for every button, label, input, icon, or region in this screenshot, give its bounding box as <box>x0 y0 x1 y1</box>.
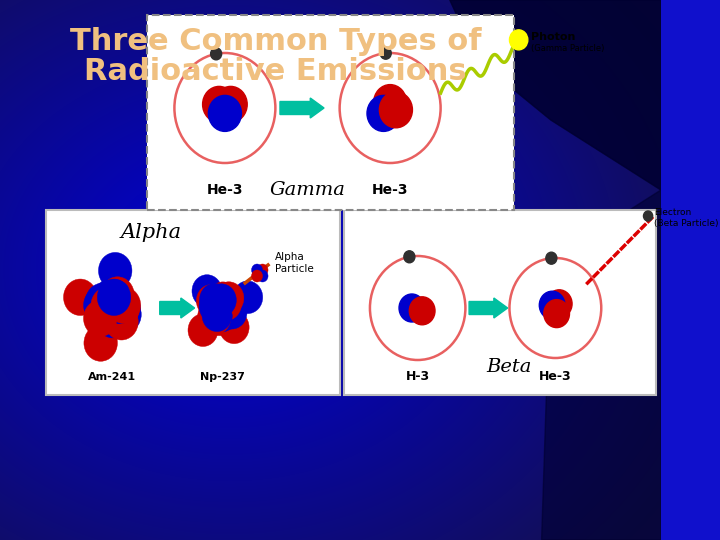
Circle shape <box>204 303 235 336</box>
Circle shape <box>199 290 229 322</box>
Circle shape <box>84 300 117 336</box>
Text: He-3: He-3 <box>372 183 408 197</box>
Circle shape <box>197 285 226 317</box>
Circle shape <box>214 282 244 314</box>
FancyArrow shape <box>280 98 324 118</box>
Circle shape <box>374 85 407 120</box>
Polygon shape <box>541 190 661 540</box>
Circle shape <box>208 96 241 131</box>
Circle shape <box>104 303 138 340</box>
Circle shape <box>546 252 557 264</box>
Circle shape <box>217 296 247 329</box>
Circle shape <box>102 285 135 321</box>
Text: He-3: He-3 <box>207 183 243 197</box>
Circle shape <box>202 300 233 333</box>
Circle shape <box>107 287 140 323</box>
Text: Electron
(Beta Particle): Electron (Beta Particle) <box>654 208 719 228</box>
Text: Photon: Photon <box>531 32 575 42</box>
Circle shape <box>91 287 125 323</box>
Circle shape <box>92 280 126 316</box>
Circle shape <box>251 270 263 282</box>
Circle shape <box>102 294 135 330</box>
Circle shape <box>99 284 133 320</box>
Circle shape <box>199 287 229 320</box>
Text: Am-241: Am-241 <box>88 372 136 382</box>
Circle shape <box>96 301 130 338</box>
Circle shape <box>108 296 141 333</box>
Text: Alpha
Particle: Alpha Particle <box>275 252 314 274</box>
Circle shape <box>84 325 117 361</box>
Text: Gamma: Gamma <box>269 181 346 199</box>
Circle shape <box>409 297 435 325</box>
Circle shape <box>202 86 235 123</box>
Circle shape <box>201 301 231 334</box>
Circle shape <box>539 291 565 319</box>
Polygon shape <box>450 0 661 190</box>
Circle shape <box>379 92 413 128</box>
Text: H-3: H-3 <box>405 370 430 383</box>
Circle shape <box>63 279 97 315</box>
Circle shape <box>105 292 139 328</box>
Circle shape <box>101 277 134 313</box>
FancyBboxPatch shape <box>147 15 514 210</box>
Circle shape <box>257 264 268 276</box>
Circle shape <box>367 96 400 131</box>
Circle shape <box>399 294 425 322</box>
Text: Beta: Beta <box>487 358 532 376</box>
Circle shape <box>98 280 131 316</box>
Text: Alpha: Alpha <box>121 222 182 241</box>
Text: He-3: He-3 <box>539 370 572 383</box>
Circle shape <box>188 314 218 347</box>
Circle shape <box>199 284 230 316</box>
Text: (Gamma Particle): (Gamma Particle) <box>531 44 604 53</box>
Text: Radioactive Emissions: Radioactive Emissions <box>84 57 467 86</box>
Circle shape <box>380 47 391 59</box>
Circle shape <box>404 251 415 263</box>
Text: Np-237: Np-237 <box>199 372 245 382</box>
Circle shape <box>544 300 570 328</box>
FancyBboxPatch shape <box>46 210 340 395</box>
Circle shape <box>207 299 237 332</box>
Circle shape <box>104 294 138 331</box>
Circle shape <box>251 264 263 276</box>
Circle shape <box>86 295 119 332</box>
Circle shape <box>207 284 236 316</box>
Circle shape <box>107 291 140 328</box>
Circle shape <box>546 290 572 318</box>
FancyArrow shape <box>160 298 194 318</box>
Circle shape <box>510 30 528 50</box>
Circle shape <box>102 287 136 323</box>
Circle shape <box>211 48 222 60</box>
FancyBboxPatch shape <box>344 210 657 395</box>
Circle shape <box>84 287 117 323</box>
FancyArrow shape <box>469 298 508 318</box>
Circle shape <box>212 288 241 320</box>
Circle shape <box>198 300 228 332</box>
Circle shape <box>233 281 263 314</box>
Circle shape <box>257 270 268 282</box>
Circle shape <box>212 297 242 330</box>
Circle shape <box>219 311 249 343</box>
Circle shape <box>97 279 131 315</box>
Text: Three Common Types of: Three Common Types of <box>70 28 481 57</box>
Circle shape <box>99 252 132 289</box>
Circle shape <box>202 299 232 332</box>
Circle shape <box>208 282 238 315</box>
Circle shape <box>192 275 222 307</box>
Circle shape <box>644 211 652 221</box>
Circle shape <box>214 86 247 123</box>
Circle shape <box>86 283 119 320</box>
